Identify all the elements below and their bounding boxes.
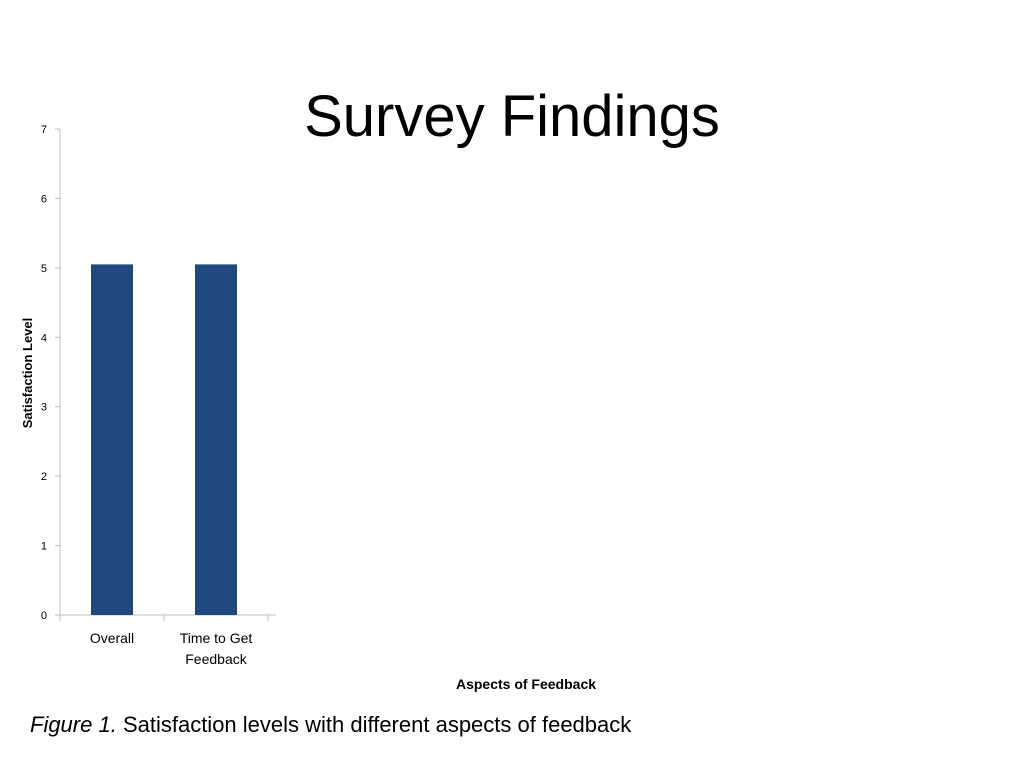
x-axis-title: Aspects of Feedback [456,676,596,692]
bar [91,264,133,615]
y-tick-label: 7 [41,124,47,136]
y-tick-label: 4 [41,332,47,344]
y-tick-label: 2 [41,471,47,483]
y-tick-label: 0 [41,610,47,622]
y-tick-label: 3 [41,402,47,414]
bar [195,264,237,615]
y-axis-title: Satisfaction Level [20,318,35,429]
y-tick-label: 6 [41,193,47,205]
figure-caption: Figure 1. Satisfaction levels with diffe… [30,712,631,738]
caption-text: Satisfaction levels with different aspec… [116,712,632,737]
x-tick-label: Overall [90,630,134,646]
y-tick-label: 5 [41,263,47,275]
figure-label: Figure 1. [30,712,117,737]
y-tick-label: 1 [41,541,47,553]
slide-title: Survey Findings [304,84,720,149]
x-tick-label: Time to Get Feedback [180,630,253,667]
